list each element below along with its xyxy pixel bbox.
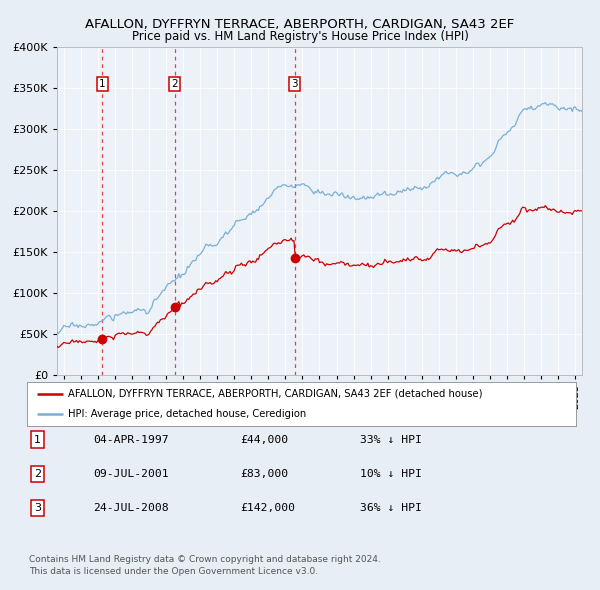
Text: Price paid vs. HM Land Registry's House Price Index (HPI): Price paid vs. HM Land Registry's House …	[131, 30, 469, 43]
Text: £83,000: £83,000	[240, 469, 288, 478]
Text: AFALLON, DYFFRYN TERRACE, ABERPORTH, CARDIGAN, SA43 2EF (detached house): AFALLON, DYFFRYN TERRACE, ABERPORTH, CAR…	[68, 389, 482, 399]
Text: 04-APR-1997: 04-APR-1997	[93, 435, 169, 444]
Text: 2: 2	[34, 469, 41, 478]
Text: 36% ↓ HPI: 36% ↓ HPI	[360, 503, 422, 513]
Text: 1: 1	[99, 79, 106, 89]
Text: Contains HM Land Registry data © Crown copyright and database right 2024.: Contains HM Land Registry data © Crown c…	[29, 555, 380, 564]
Text: 1: 1	[34, 435, 41, 444]
Text: 2: 2	[172, 79, 178, 89]
Text: 3: 3	[34, 503, 41, 513]
Text: 33% ↓ HPI: 33% ↓ HPI	[360, 435, 422, 444]
Text: 10% ↓ HPI: 10% ↓ HPI	[360, 469, 422, 478]
Text: This data is licensed under the Open Government Licence v3.0.: This data is licensed under the Open Gov…	[29, 566, 318, 576]
Text: AFALLON, DYFFRYN TERRACE, ABERPORTH, CARDIGAN, SA43 2EF: AFALLON, DYFFRYN TERRACE, ABERPORTH, CAR…	[85, 18, 515, 31]
Text: 09-JUL-2001: 09-JUL-2001	[93, 469, 169, 478]
Text: 24-JUL-2008: 24-JUL-2008	[93, 503, 169, 513]
Text: £142,000: £142,000	[240, 503, 295, 513]
Text: HPI: Average price, detached house, Ceredigion: HPI: Average price, detached house, Cere…	[68, 409, 307, 419]
Text: £44,000: £44,000	[240, 435, 288, 444]
Text: 3: 3	[292, 79, 298, 89]
